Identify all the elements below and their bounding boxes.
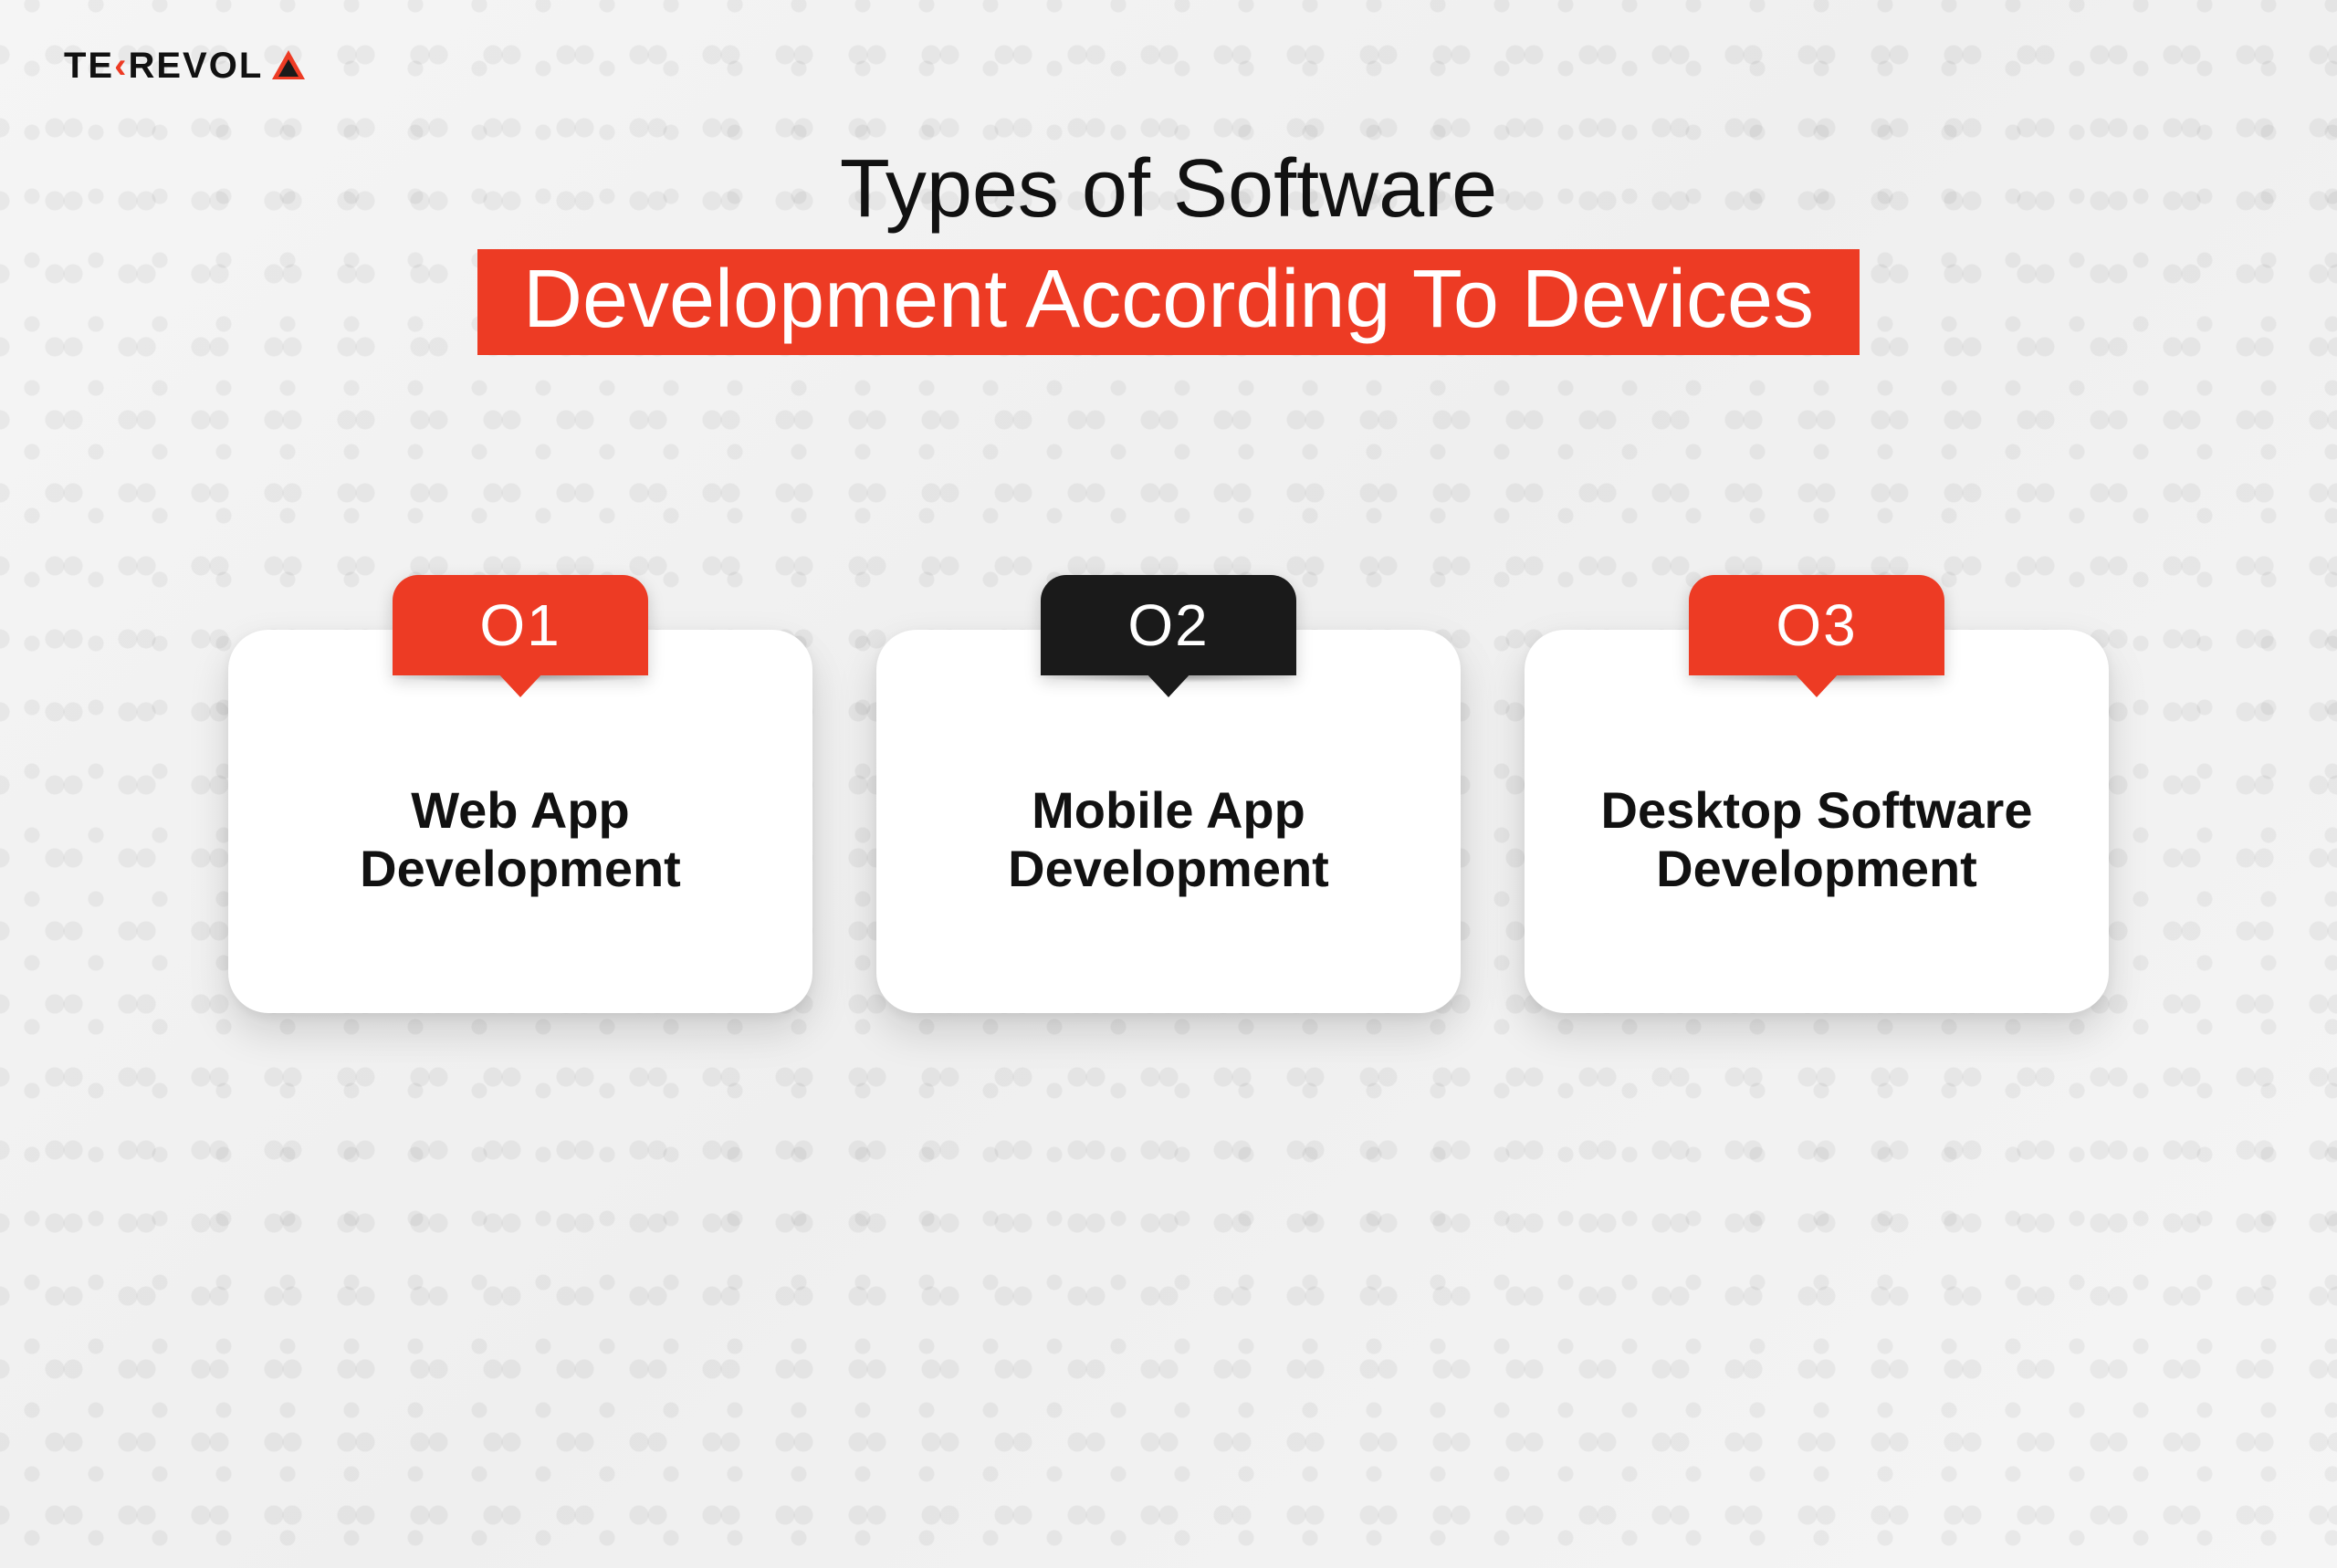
heading: Types of Software Development According … <box>0 146 2337 355</box>
card-1-title-l2: Development <box>360 840 681 897</box>
card-3-title-l2: Development <box>1656 840 1977 897</box>
heading-line-2: Development According To Devices <box>477 249 1860 356</box>
logo-chevron: ‹ <box>114 46 128 86</box>
card-1-title-l1: Web App <box>411 781 630 839</box>
card-1-tab: O1 <box>393 575 648 675</box>
brand-logo: TE‹REVOL <box>64 46 307 87</box>
page: TE‹REVOL Types of Software Development A… <box>0 0 2337 1568</box>
card-2-title-l1: Mobile App <box>1032 781 1305 839</box>
heading-line-1: Types of Software <box>0 146 2337 233</box>
card-1-number: O1 <box>479 591 561 659</box>
card-2-title-l2: Development <box>1008 840 1329 897</box>
brand-logo-text: TE‹REVOL <box>64 46 263 87</box>
card-3-tab: O3 <box>1689 575 1944 675</box>
cards-row: O1 Web App Development O2 Mobile App Dev… <box>0 630 2337 1013</box>
logo-pre: TE <box>64 46 114 86</box>
brand-logo-icon <box>270 48 307 85</box>
card-2-tab: O2 <box>1041 575 1296 675</box>
card-1-title: Web App Development <box>360 781 681 899</box>
card-2-number: O2 <box>1127 591 1209 659</box>
card-2: O2 Mobile App Development <box>876 630 1461 1013</box>
card-1: O1 Web App Development <box>228 630 812 1013</box>
logo-post: REVOL <box>128 46 263 86</box>
card-2-title: Mobile App Development <box>1008 781 1329 899</box>
card-3-title: Desktop Software Development <box>1601 781 2033 899</box>
card-3: O3 Desktop Software Development <box>1525 630 2109 1013</box>
card-3-title-l1: Desktop Software <box>1601 781 2033 839</box>
card-3-number: O3 <box>1776 591 1857 659</box>
